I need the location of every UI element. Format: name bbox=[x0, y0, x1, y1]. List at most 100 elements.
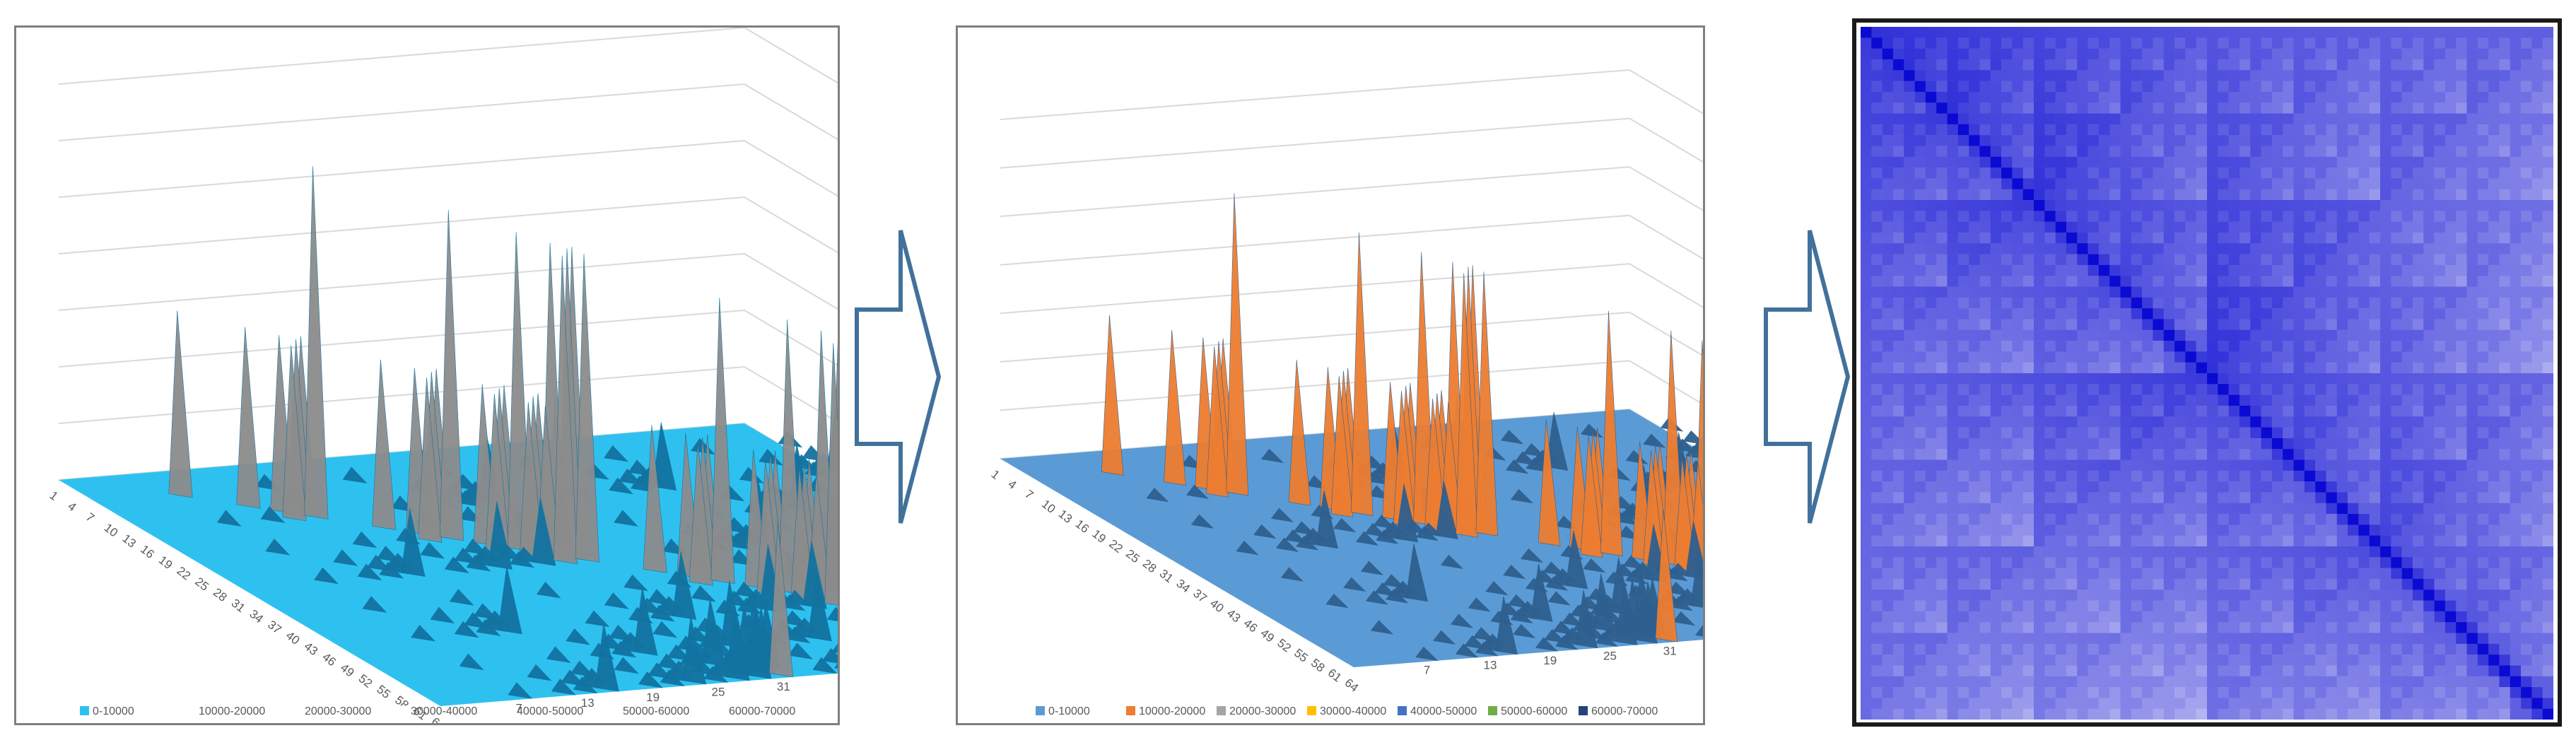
heatmap-cell bbox=[2261, 81, 2273, 93]
heatmap-cell bbox=[2088, 546, 2100, 558]
heatmap-cell bbox=[2012, 243, 2023, 254]
heatmap-cell bbox=[2412, 135, 2424, 146]
heatmap-cell bbox=[2153, 27, 2165, 38]
heatmap-cell bbox=[2521, 221, 2532, 233]
surface-peak bbox=[313, 567, 339, 585]
heatmap-cell bbox=[2423, 665, 2435, 677]
heatmap-cell bbox=[2120, 633, 2132, 645]
heatmap-cell bbox=[2488, 286, 2500, 298]
heatmap-cell bbox=[2336, 113, 2348, 125]
heatmap-cell bbox=[1882, 91, 1894, 103]
heatmap-cell bbox=[1904, 27, 1915, 38]
heatmap-cell bbox=[1882, 394, 1894, 406]
heatmap-cell bbox=[2034, 600, 2045, 612]
heatmap-cell bbox=[2271, 37, 2283, 49]
legend-label: 50000-60000 bbox=[623, 705, 689, 717]
heatmap-cell bbox=[2401, 546, 2413, 558]
heatmap-cell bbox=[2044, 319, 2056, 331]
heatmap-cell bbox=[2034, 578, 2045, 590]
heatmap-cell bbox=[2163, 124, 2175, 136]
heatmap-cell bbox=[2336, 276, 2348, 287]
heatmap-cell bbox=[2293, 59, 2305, 71]
heatmap-cell bbox=[2239, 535, 2251, 547]
heatmap-cell bbox=[2445, 589, 2457, 601]
heatmap-cell bbox=[2228, 351, 2240, 363]
heatmap-cell bbox=[2153, 113, 2165, 125]
heatmap-cell bbox=[2401, 341, 2413, 352]
heatmap-cell bbox=[2445, 276, 2457, 287]
heatmap-cell bbox=[2477, 48, 2489, 60]
heatmap-cell bbox=[2542, 264, 2553, 276]
heatmap-cell bbox=[2001, 481, 2013, 493]
heatmap-cell bbox=[2066, 492, 2078, 504]
heatmap-cell bbox=[1947, 459, 1959, 471]
heatmap-cell bbox=[1882, 676, 1894, 688]
heatmap-cell bbox=[1969, 308, 1980, 319]
heatmap-cell bbox=[2477, 622, 2489, 633]
heatmap-cell bbox=[2466, 351, 2478, 363]
heatmap-cell bbox=[1882, 622, 1894, 633]
heatmap-cell bbox=[2174, 405, 2186, 417]
heatmap-cell bbox=[2196, 168, 2208, 179]
heatmap-cell bbox=[2488, 264, 2500, 276]
heatmap-cell bbox=[2445, 384, 2457, 395]
heatmap-cell bbox=[2174, 546, 2186, 558]
heatmap-cell bbox=[2283, 351, 2294, 363]
heatmap-cell bbox=[2456, 655, 2467, 666]
heatmap-cell bbox=[2326, 48, 2338, 60]
heatmap-cell bbox=[2531, 405, 2543, 417]
heatmap-cell bbox=[2499, 373, 2511, 385]
heatmap-cell bbox=[2521, 27, 2532, 38]
heatmap-cell bbox=[2044, 578, 2056, 590]
heatmap-cell bbox=[2326, 81, 2338, 93]
heatmap-cell bbox=[2326, 535, 2338, 547]
heatmap-cell bbox=[1871, 535, 1883, 547]
heatmap-cell bbox=[2239, 427, 2251, 439]
heatmap-cell bbox=[2261, 459, 2273, 471]
heatmap-cell bbox=[2542, 37, 2553, 49]
heatmap-cell bbox=[2261, 59, 2273, 71]
surface-peak bbox=[1694, 625, 1703, 637]
heatmap-cell bbox=[2250, 276, 2261, 287]
heatmap-cell bbox=[2174, 221, 2186, 233]
heatmap-cell bbox=[2293, 264, 2305, 276]
heatmap-cell bbox=[1969, 611, 1980, 623]
heatmap-cell bbox=[1990, 156, 2002, 168]
heatmap-cell bbox=[2196, 286, 2208, 298]
legend-label: 60000-70000 bbox=[729, 705, 795, 717]
heatmap-cell bbox=[2271, 221, 2283, 233]
heatmap-cell bbox=[1957, 221, 1969, 233]
heatmap-cell bbox=[2531, 135, 2543, 146]
heatmap-cell bbox=[2250, 492, 2261, 504]
heatmap-cell bbox=[1979, 243, 1991, 254]
heatmap-cell bbox=[1969, 91, 1980, 103]
surface-peak bbox=[553, 255, 578, 565]
heatmap-cell bbox=[2001, 535, 2013, 547]
heatmap-cell bbox=[2239, 178, 2251, 189]
heatmap-cell bbox=[2488, 481, 2500, 493]
heatmap-cell bbox=[2542, 168, 2553, 179]
heatmap-cell bbox=[2066, 643, 2078, 655]
heatmap-cell bbox=[2163, 384, 2175, 395]
heatmap-cell bbox=[2445, 178, 2457, 189]
heatmap-cell bbox=[1914, 373, 1926, 385]
heatmap-cell bbox=[2488, 91, 2500, 103]
heatmap-cell bbox=[2369, 319, 2381, 331]
heatmap-cell bbox=[1871, 124, 1883, 136]
heatmap-cell bbox=[2456, 405, 2467, 417]
heatmap-cell bbox=[2196, 59, 2208, 71]
heatmap-cell bbox=[2207, 286, 2218, 298]
heatmap-cell bbox=[1947, 470, 1959, 482]
heatmap-cell bbox=[1861, 59, 1872, 71]
heatmap-cell bbox=[2077, 416, 2088, 428]
heatmap-cell bbox=[2271, 81, 2283, 93]
heatmap-cell bbox=[1861, 243, 1872, 254]
heatmap-cell bbox=[2239, 449, 2251, 460]
heatmap-cell bbox=[2358, 459, 2370, 471]
heatmap-cell bbox=[2466, 535, 2478, 547]
heatmap-cell bbox=[1892, 243, 1904, 254]
heatmap-cell bbox=[2499, 329, 2511, 341]
heatmap-cell bbox=[2034, 211, 2045, 222]
heatmap-cell bbox=[1947, 113, 1959, 125]
heatmap-cell bbox=[2412, 146, 2424, 158]
